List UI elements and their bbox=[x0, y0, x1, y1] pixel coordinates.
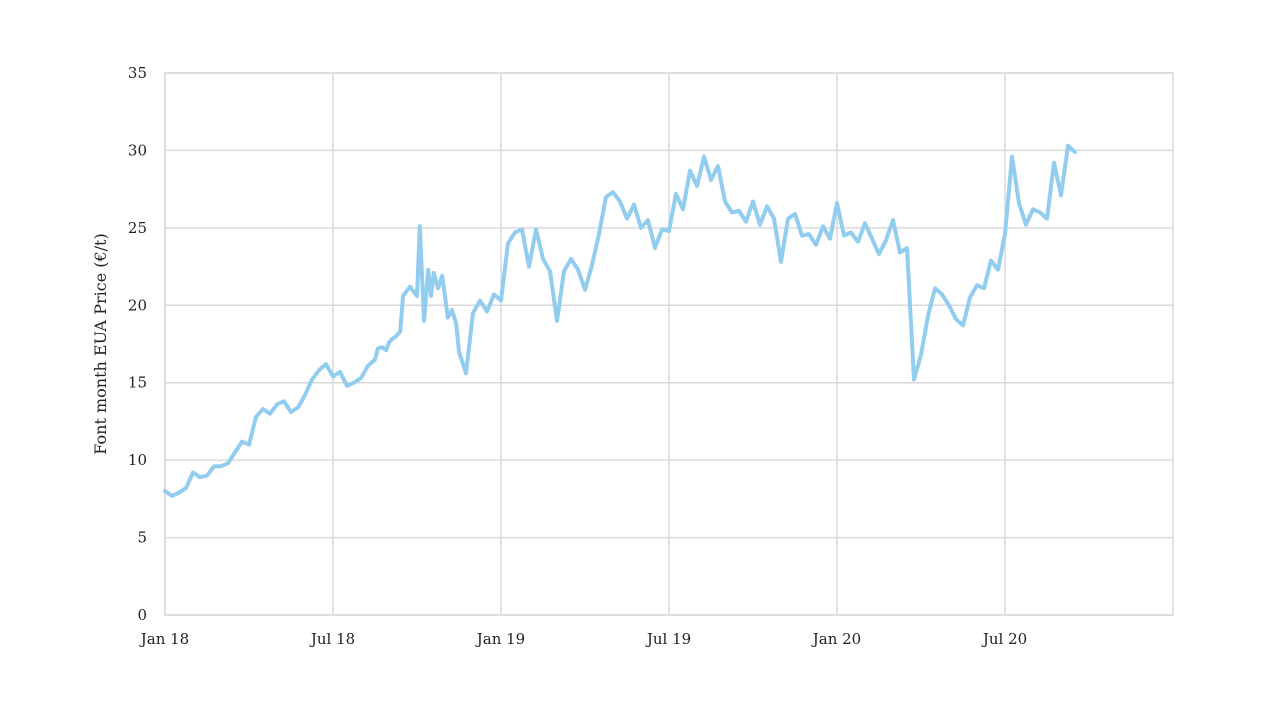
gridlines bbox=[164, 72, 1173, 616]
x-tick-label: Jul 20 bbox=[981, 630, 1027, 648]
y-axis-ticks: 0 5 10 15 20 25 30 35 bbox=[128, 64, 147, 624]
y-tick-label: 10 bbox=[128, 451, 147, 469]
x-tick-label: Jan 20 bbox=[811, 630, 861, 648]
y-axis-label: Font month EUA Price (€/t) bbox=[91, 233, 110, 454]
y-tick-label: 0 bbox=[137, 606, 147, 624]
y-tick-label: 25 bbox=[128, 219, 147, 237]
y-tick-label: 30 bbox=[128, 141, 147, 159]
eua-price-line bbox=[163, 143, 1077, 498]
x-tick-label: Jul 18 bbox=[309, 630, 355, 648]
y-tick-label: 20 bbox=[128, 296, 147, 314]
y-tick-label: 5 bbox=[137, 529, 147, 547]
x-tick-label: Jul 19 bbox=[645, 630, 691, 648]
x-axis-ticks: Jan 18 Jul 18 Jan 19 Jul 19 Jan 20 Jul 20 bbox=[139, 630, 1027, 648]
y-tick-label: 35 bbox=[128, 64, 147, 82]
x-tick-label: Jan 19 bbox=[475, 630, 525, 648]
y-tick-label: 15 bbox=[128, 374, 147, 392]
x-tick-label: Jan 18 bbox=[139, 630, 189, 648]
plot-area-border bbox=[164, 72, 1174, 616]
